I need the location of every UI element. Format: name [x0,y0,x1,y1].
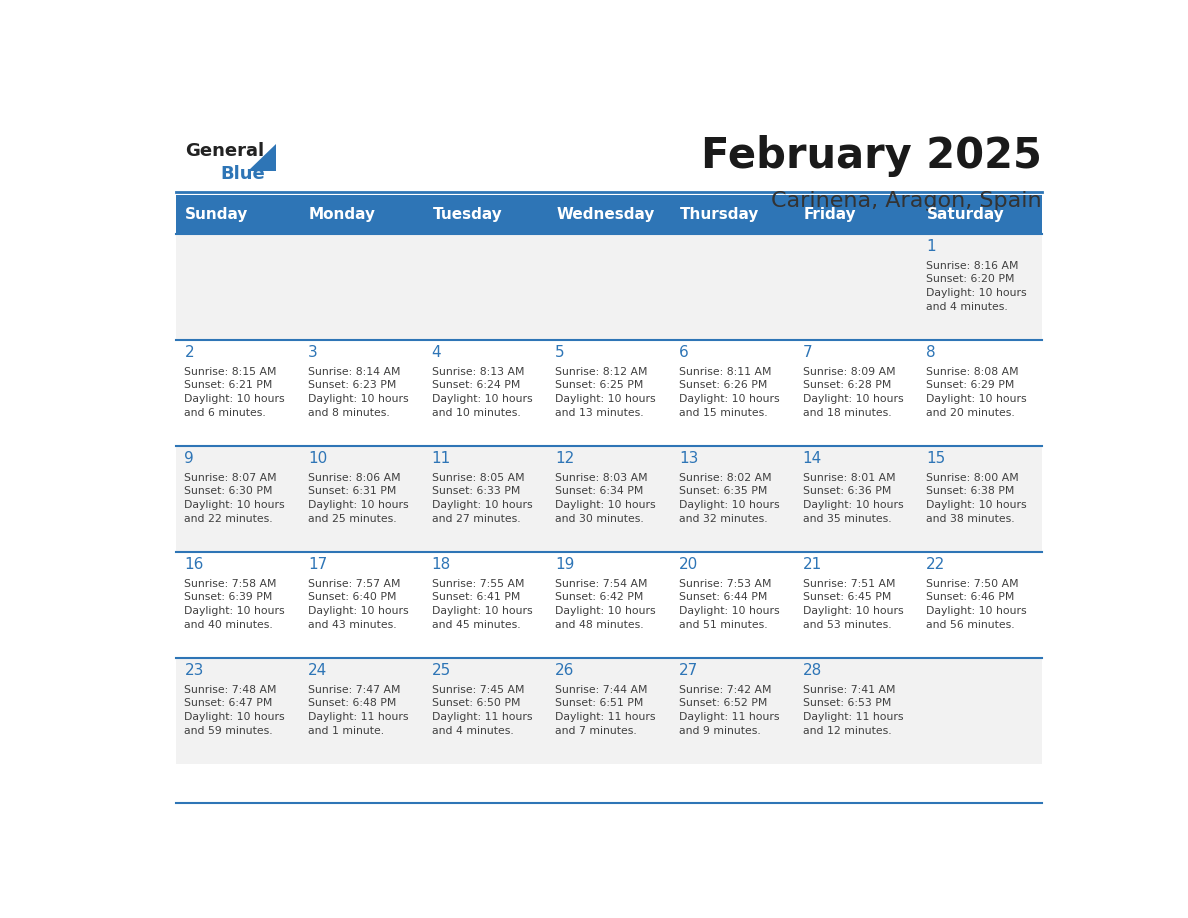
Bar [176,552,1042,658]
Text: Wednesday: Wednesday [556,207,655,222]
Text: Sunday: Sunday [185,207,248,222]
Text: 26: 26 [555,663,575,677]
Bar [176,234,1042,340]
Text: 3: 3 [308,345,318,360]
Bar [423,195,546,234]
Text: 20: 20 [680,557,699,572]
Text: Sunrise: 8:13 AM
Sunset: 6:24 PM
Daylight: 10 hours
and 10 minutes.: Sunrise: 8:13 AM Sunset: 6:24 PM Dayligh… [431,367,532,418]
Text: 4: 4 [431,345,441,360]
Text: 19: 19 [555,557,575,572]
Text: Tuesday: Tuesday [432,207,503,222]
Bar [176,340,1042,446]
Text: 17: 17 [308,557,328,572]
Text: Sunrise: 7:50 AM
Sunset: 6:46 PM
Daylight: 10 hours
and 56 minutes.: Sunrise: 7:50 AM Sunset: 6:46 PM Dayligh… [927,579,1026,630]
Text: February 2025: February 2025 [701,135,1042,177]
Text: Sunrise: 8:01 AM
Sunset: 6:36 PM
Daylight: 10 hours
and 35 minutes.: Sunrise: 8:01 AM Sunset: 6:36 PM Dayligh… [803,473,903,523]
Text: Sunrise: 8:03 AM
Sunset: 6:34 PM
Daylight: 10 hours
and 30 minutes.: Sunrise: 8:03 AM Sunset: 6:34 PM Dayligh… [555,473,656,523]
Text: Sunrise: 8:12 AM
Sunset: 6:25 PM
Daylight: 10 hours
and 13 minutes.: Sunrise: 8:12 AM Sunset: 6:25 PM Dayligh… [555,367,656,418]
Text: Sunrise: 8:06 AM
Sunset: 6:31 PM
Daylight: 10 hours
and 25 minutes.: Sunrise: 8:06 AM Sunset: 6:31 PM Dayligh… [308,473,409,523]
Polygon shape [248,144,276,171]
Text: Monday: Monday [309,207,375,222]
Text: 16: 16 [184,557,204,572]
Text: Sunrise: 8:08 AM
Sunset: 6:29 PM
Daylight: 10 hours
and 20 minutes.: Sunrise: 8:08 AM Sunset: 6:29 PM Dayligh… [927,367,1026,418]
Text: Sunrise: 8:07 AM
Sunset: 6:30 PM
Daylight: 10 hours
and 22 minutes.: Sunrise: 8:07 AM Sunset: 6:30 PM Dayligh… [184,473,285,523]
Text: Sunrise: 7:48 AM
Sunset: 6:47 PM
Daylight: 10 hours
and 59 minutes.: Sunrise: 7:48 AM Sunset: 6:47 PM Dayligh… [184,685,285,735]
Text: Sunrise: 7:54 AM
Sunset: 6:42 PM
Daylight: 10 hours
and 48 minutes.: Sunrise: 7:54 AM Sunset: 6:42 PM Dayligh… [555,579,656,630]
Text: 25: 25 [431,663,451,677]
Text: 9: 9 [184,451,194,465]
Text: 12: 12 [555,451,575,465]
Text: 22: 22 [927,557,946,572]
Text: Sunrise: 8:09 AM
Sunset: 6:28 PM
Daylight: 10 hours
and 18 minutes.: Sunrise: 8:09 AM Sunset: 6:28 PM Dayligh… [803,367,903,418]
Text: Sunrise: 8:05 AM
Sunset: 6:33 PM
Daylight: 10 hours
and 27 minutes.: Sunrise: 8:05 AM Sunset: 6:33 PM Dayligh… [431,473,532,523]
Text: Sunrise: 8:02 AM
Sunset: 6:35 PM
Daylight: 10 hours
and 32 minutes.: Sunrise: 8:02 AM Sunset: 6:35 PM Dayligh… [680,473,779,523]
Text: 28: 28 [803,663,822,677]
Bar [795,195,918,234]
Bar [176,195,299,234]
Text: 24: 24 [308,663,328,677]
Text: 15: 15 [927,451,946,465]
Bar [546,195,671,234]
Text: Thursday: Thursday [680,207,759,222]
Text: Sunrise: 7:57 AM
Sunset: 6:40 PM
Daylight: 10 hours
and 43 minutes.: Sunrise: 7:57 AM Sunset: 6:40 PM Dayligh… [308,579,409,630]
Text: 13: 13 [680,451,699,465]
Bar [176,658,1042,764]
Text: Sunrise: 7:44 AM
Sunset: 6:51 PM
Daylight: 11 hours
and 7 minutes.: Sunrise: 7:44 AM Sunset: 6:51 PM Dayligh… [555,685,656,735]
Bar [671,195,795,234]
Text: Friday: Friday [803,207,857,222]
Text: 6: 6 [680,345,689,360]
Text: Sunrise: 8:11 AM
Sunset: 6:26 PM
Daylight: 10 hours
and 15 minutes.: Sunrise: 8:11 AM Sunset: 6:26 PM Dayligh… [680,367,779,418]
Text: Sunrise: 8:15 AM
Sunset: 6:21 PM
Daylight: 10 hours
and 6 minutes.: Sunrise: 8:15 AM Sunset: 6:21 PM Dayligh… [184,367,285,418]
Text: Saturday: Saturday [927,207,1005,222]
Text: Carinena, Aragon, Spain: Carinena, Aragon, Spain [771,192,1042,211]
Bar [299,195,423,234]
Text: 18: 18 [431,557,451,572]
Bar [176,446,1042,552]
Text: Sunrise: 7:53 AM
Sunset: 6:44 PM
Daylight: 10 hours
and 51 minutes.: Sunrise: 7:53 AM Sunset: 6:44 PM Dayligh… [680,579,779,630]
Text: General: General [185,142,265,160]
Text: 1: 1 [927,239,936,253]
Text: 27: 27 [680,663,699,677]
Text: Sunrise: 7:58 AM
Sunset: 6:39 PM
Daylight: 10 hours
and 40 minutes.: Sunrise: 7:58 AM Sunset: 6:39 PM Dayligh… [184,579,285,630]
Text: Sunrise: 7:55 AM
Sunset: 6:41 PM
Daylight: 10 hours
and 45 minutes.: Sunrise: 7:55 AM Sunset: 6:41 PM Dayligh… [431,579,532,630]
Text: 10: 10 [308,451,328,465]
Text: Sunrise: 7:42 AM
Sunset: 6:52 PM
Daylight: 11 hours
and 9 minutes.: Sunrise: 7:42 AM Sunset: 6:52 PM Dayligh… [680,685,779,735]
Text: Sunrise: 7:41 AM
Sunset: 6:53 PM
Daylight: 11 hours
and 12 minutes.: Sunrise: 7:41 AM Sunset: 6:53 PM Dayligh… [803,685,903,735]
Text: Sunrise: 8:16 AM
Sunset: 6:20 PM
Daylight: 10 hours
and 4 minutes.: Sunrise: 8:16 AM Sunset: 6:20 PM Dayligh… [927,261,1026,311]
Text: 14: 14 [803,451,822,465]
Text: Sunrise: 8:00 AM
Sunset: 6:38 PM
Daylight: 10 hours
and 38 minutes.: Sunrise: 8:00 AM Sunset: 6:38 PM Dayligh… [927,473,1026,523]
Text: Sunrise: 7:51 AM
Sunset: 6:45 PM
Daylight: 10 hours
and 53 minutes.: Sunrise: 7:51 AM Sunset: 6:45 PM Dayligh… [803,579,903,630]
Text: 2: 2 [184,345,194,360]
Text: Sunrise: 8:14 AM
Sunset: 6:23 PM
Daylight: 10 hours
and 8 minutes.: Sunrise: 8:14 AM Sunset: 6:23 PM Dayligh… [308,367,409,418]
Text: 8: 8 [927,345,936,360]
Text: 5: 5 [555,345,565,360]
Text: 23: 23 [184,663,204,677]
Text: 21: 21 [803,557,822,572]
Text: Sunrise: 7:45 AM
Sunset: 6:50 PM
Daylight: 11 hours
and 4 minutes.: Sunrise: 7:45 AM Sunset: 6:50 PM Dayligh… [431,685,532,735]
Text: Blue: Blue [220,165,265,184]
Text: 7: 7 [803,345,813,360]
Text: 11: 11 [431,451,451,465]
Text: Sunrise: 7:47 AM
Sunset: 6:48 PM
Daylight: 11 hours
and 1 minute.: Sunrise: 7:47 AM Sunset: 6:48 PM Dayligh… [308,685,409,735]
Bar [918,195,1042,234]
